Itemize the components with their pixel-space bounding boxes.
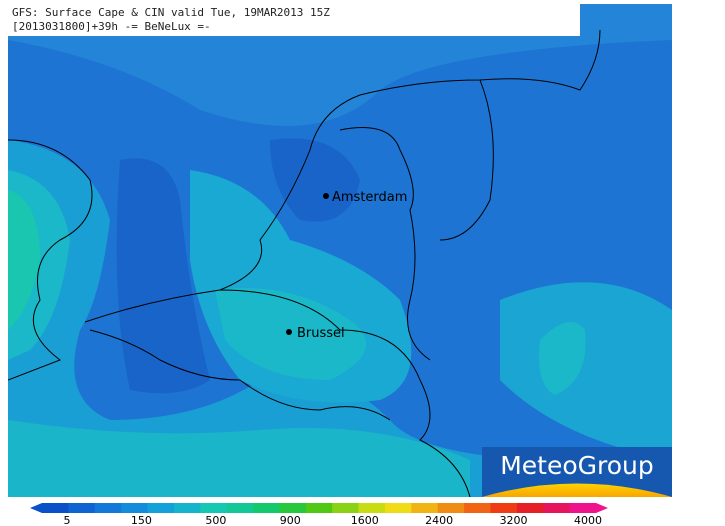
colorbar-segment (279, 503, 307, 513)
colorbar-label: 5 (64, 514, 71, 526)
colorbar-segment (411, 503, 439, 513)
colorbar-segment (94, 503, 122, 513)
colorbar-segment (437, 503, 465, 513)
colorbar-arrow (30, 503, 42, 513)
header-box (8, 4, 580, 36)
header-line: GFS: Surface Cape & CIN valid Tue, 19MAR… (12, 6, 330, 19)
colorbar-label: 900 (280, 514, 301, 526)
colorbar-segment (516, 503, 544, 513)
colorbar: 5 150 500 900 1600 2400 3200 4000 (30, 503, 608, 526)
colorbar-segment (68, 503, 96, 513)
city-dot (286, 329, 292, 335)
colorbar-segment (543, 503, 571, 513)
colorbar-segment (147, 503, 175, 513)
colorbar-label: 500 (205, 514, 226, 526)
colorbar-segment (490, 503, 518, 513)
map (8, 4, 672, 497)
colorbar-label: 2400 (425, 514, 453, 526)
colorbar-segment (332, 503, 360, 513)
colorbar-segment (253, 503, 280, 513)
city-label: Brussel (297, 326, 345, 341)
city-dot (323, 193, 329, 199)
colorbar-segment (305, 503, 333, 513)
logo: MeteoGroup (482, 447, 672, 497)
colorbar-segment (464, 503, 491, 513)
colorbar-segment (200, 503, 228, 513)
colorbar-segment (121, 503, 149, 513)
colorbar-segment (358, 503, 386, 513)
colorbar-segment (384, 503, 412, 513)
colorbar-segment (226, 503, 254, 513)
colorbar-segment (569, 503, 597, 513)
city-label: Amsterdam (332, 190, 407, 205)
colorbar-segment (42, 503, 69, 513)
colorbar-label: 1600 (351, 514, 379, 526)
logo-text: MeteoGroup (500, 451, 654, 480)
colorbar-label: 150 (131, 514, 152, 526)
colorbar-arrow (596, 503, 608, 513)
header-line: [2013031800]+39h -= BeNeLux =- (12, 20, 211, 33)
colorbar-label: 3200 (500, 514, 528, 526)
colorbar-segment (173, 503, 201, 513)
colorbar-label: 4000 (574, 514, 602, 526)
